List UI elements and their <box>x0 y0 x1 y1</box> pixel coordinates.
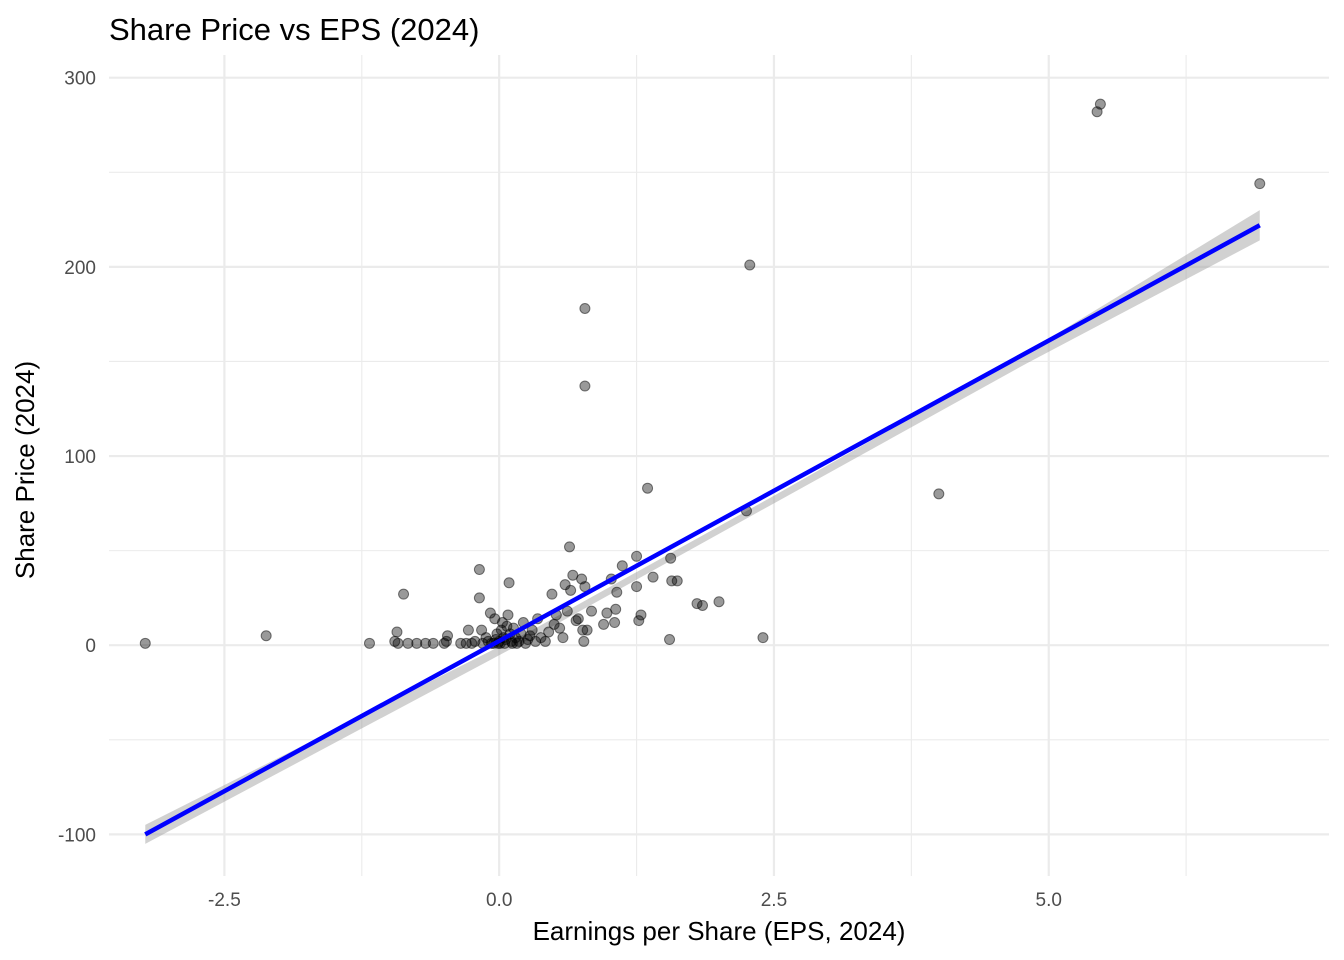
data-point <box>546 588 558 600</box>
fit-line-layer <box>144 223 1261 837</box>
data-point <box>442 630 454 642</box>
y-axis-title: Share Price (2024) <box>10 361 40 579</box>
data-point <box>757 632 769 644</box>
points-layer <box>139 98 1266 649</box>
data-point <box>557 632 569 644</box>
data-point <box>586 605 598 617</box>
data-point <box>572 613 584 625</box>
data-point <box>647 571 659 583</box>
data-point <box>506 637 518 649</box>
x-tick-label: 2.5 <box>761 890 787 911</box>
x-tick-label: 0.0 <box>486 890 512 911</box>
data-point <box>579 302 591 314</box>
data-point <box>642 482 654 494</box>
data-point <box>635 609 647 621</box>
data-point <box>577 624 589 636</box>
data-point <box>564 541 576 553</box>
data-point <box>713 596 725 608</box>
data-point <box>484 607 496 619</box>
x-tick-label: 5.0 <box>1036 890 1062 911</box>
data-point <box>609 617 621 629</box>
data-point <box>671 575 683 587</box>
data-point <box>631 581 643 593</box>
data-point <box>697 599 709 611</box>
data-point <box>473 592 485 604</box>
data-point <box>524 630 536 642</box>
data-point <box>598 618 610 630</box>
data-point <box>420 637 432 649</box>
data-point <box>665 552 677 564</box>
data-point <box>633 615 645 627</box>
data-point <box>398 588 410 600</box>
data-point <box>664 634 676 646</box>
confidence-band-layer <box>145 210 1260 844</box>
data-point <box>543 626 555 638</box>
data-point <box>260 630 272 642</box>
y-axis-ticks: -100 0 100 200 300 <box>58 69 96 847</box>
grid-lines <box>109 55 1329 876</box>
data-point <box>579 380 591 392</box>
y-tick-label: -100 <box>58 825 96 846</box>
data-point <box>611 586 623 598</box>
data-point <box>473 564 485 576</box>
data-point <box>363 637 375 649</box>
data-point <box>427 637 439 649</box>
data-point <box>559 579 571 591</box>
data-point <box>392 637 404 649</box>
data-point <box>933 488 945 500</box>
data-point <box>1254 178 1266 190</box>
confidence-band <box>145 210 1260 844</box>
data-point <box>411 637 423 649</box>
data-point <box>462 624 474 636</box>
y-tick-label: 200 <box>64 258 96 279</box>
data-point <box>578 635 590 647</box>
y-tick-label: 0 <box>85 636 96 657</box>
x-axis-title: Earnings per Share (EPS, 2024) <box>533 916 906 946</box>
chart-title: Share Price vs EPS (2024) <box>109 12 479 47</box>
data-point <box>139 637 151 649</box>
data-point <box>744 259 756 271</box>
x-axis-ticks: -2.5 0.0 2.5 5.0 <box>208 890 1062 911</box>
data-point <box>502 609 514 621</box>
x-tick-label: -2.5 <box>208 890 241 911</box>
data-point <box>610 603 622 615</box>
data-point <box>616 560 628 572</box>
data-point <box>503 577 515 589</box>
y-tick-label: 100 <box>64 447 96 468</box>
data-point <box>1094 98 1106 110</box>
data-point <box>631 550 643 562</box>
data-point <box>565 584 577 596</box>
regression-line <box>144 223 1261 837</box>
y-tick-label: 300 <box>64 69 96 90</box>
data-point <box>402 637 414 649</box>
data-point <box>539 635 551 647</box>
data-point <box>581 624 593 636</box>
data-point <box>391 626 403 638</box>
data-point <box>554 622 566 634</box>
